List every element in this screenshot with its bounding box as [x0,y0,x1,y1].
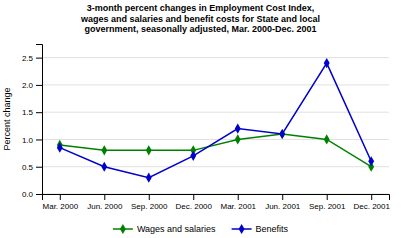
tick-mark [238,194,239,200]
y-axis: 0.0 0.5 1.0 1.5 2.0 2.5 [22,45,43,200]
chart: 3-month percent changes in Employment Co… [0,0,401,238]
tick-mark [36,85,42,86]
series-marker [190,151,196,161]
legend-label: Benefits [256,224,289,234]
tick-label: Sep. 2000 [131,202,168,211]
series-marker [235,134,241,144]
title-line: 3-month percent changes in Employment Co… [87,3,315,13]
y-tick: 0.0 [22,190,42,199]
x-tick: Mar. 2000 [43,194,79,211]
tick-label: Mar. 2000 [43,202,79,211]
series-group [57,58,374,183]
y-tick: 2.0 [22,81,42,90]
tick-label: Jun. 2000 [87,202,123,211]
y-tick: 1.0 [22,136,42,145]
series-marker [101,162,107,172]
legend-marker [120,224,126,234]
series-marker [235,123,241,133]
grid-line [42,57,389,58]
series-marker [146,173,152,183]
series-line [60,134,371,167]
legend: Wages and salaries Benefits [113,224,289,234]
tick-label: Dec. 2000 [176,202,213,211]
legend-marker [239,224,245,234]
title-line: wages and salaries and benefit costs for… [80,14,320,24]
x-tick: Jun. 2001 [265,194,301,211]
tick-label: 0.0 [22,190,34,199]
legend-label: Wages and salaries [137,224,216,234]
grid-line [42,139,389,140]
title-line: government, seasonally adjusted, Mar. 20… [84,24,316,34]
legend-item: Benefits [232,224,289,234]
x-tick: Sep. 2000 [131,194,168,211]
x-axis: Mar. 2000 Jun. 2000 Sep. 2000 Dec. 2000 Mar.… [43,194,391,211]
tick-mark [36,112,42,113]
tick-label: Sep. 2001 [309,202,346,211]
tick-label: 1.0 [22,136,34,145]
x-tick: Dec. 2001 [353,194,390,211]
tick-mark [36,139,42,140]
axis-domain [43,195,390,201]
chart-title: 3-month percent changes in Employment Co… [80,3,320,34]
tick-label: Dec. 2001 [353,202,390,211]
series-marker [368,156,374,166]
tick-label: 2.0 [22,81,34,90]
y-tick: 1.5 [22,108,42,117]
x-tick: Sep. 2001 [309,194,346,211]
y-tick: 0.5 [22,163,42,172]
series-marker [57,143,63,153]
tick-mark [371,194,372,200]
series-marker [279,129,285,139]
series-marker [324,134,330,144]
x-tick: Jun. 2000 [87,194,123,211]
x-tick: Dec. 2000 [176,194,213,211]
tick-mark [36,58,42,59]
legend-item: Wages and salaries [113,224,216,234]
grid [42,58,389,194]
tick-label: Jun. 2001 [265,202,301,211]
series-marker [101,145,107,155]
tick-mark [36,167,42,168]
tick-mark [193,194,194,200]
tick-mark [36,194,42,195]
grid-line [42,166,389,167]
series-line [60,63,371,178]
tick-mark [104,194,105,200]
tick-mark [282,194,283,200]
tick-mark [327,194,328,200]
tick-mark [60,194,61,200]
tick-mark [149,194,150,200]
axis-domain [36,45,43,195]
tick-label: 2.5 [22,54,34,63]
grid-line [42,112,389,113]
plot: Mar. 2000 Jun. 2000 Sep. 2000 Dec. 2000 Mar.… [22,45,391,211]
series-marker [324,58,330,68]
tick-label: 0.5 [22,163,34,172]
y-axis-label: Percent change [2,87,12,150]
tick-label: 1.5 [22,108,34,117]
series-marker [146,145,152,155]
tick-label: Mar. 2001 [220,202,256,211]
x-tick: Mar. 2001 [220,194,256,211]
y-tick: 2.5 [22,54,42,63]
